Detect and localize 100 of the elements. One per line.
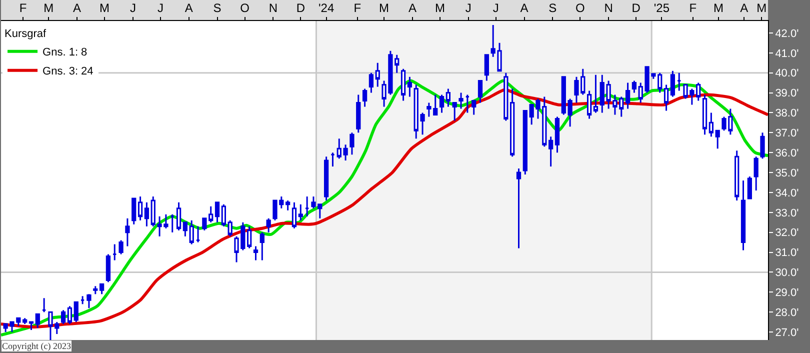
candlestick	[86, 293, 92, 309]
candlestick	[214, 202, 220, 224]
candlestick	[60, 309, 66, 325]
candlestick	[170, 214, 175, 234]
candlestick	[740, 180, 746, 252]
y-tick-label: 30.0'	[775, 267, 799, 280]
candlestick	[676, 72, 682, 92]
x-tick-label: J	[130, 1, 136, 16]
legend-label: Gns. 1: 8	[42, 46, 88, 59]
candlestick	[446, 88, 451, 108]
candlestick	[625, 82, 630, 110]
candlestick	[554, 116, 560, 154]
candlestick	[368, 72, 374, 94]
x-tick-label: N	[604, 1, 613, 16]
x-tick-label: O	[240, 1, 250, 16]
candlestick	[144, 202, 150, 228]
candlestick	[510, 88, 515, 158]
candlestick	[132, 198, 136, 226]
candlestick	[286, 200, 290, 212]
x-tick-label: A	[408, 1, 416, 16]
candlestick	[260, 232, 264, 261]
y-tick-label: 35.0'	[775, 167, 799, 180]
candlestick	[375, 62, 380, 88]
candlestick	[67, 305, 72, 325]
candlestick	[452, 102, 457, 122]
x-tick-label: '25	[654, 1, 670, 16]
candlestick	[548, 136, 554, 168]
x-tick-label: D	[296, 1, 306, 16]
candlestick	[182, 222, 188, 238]
candlestick	[586, 90, 592, 120]
candlestick	[304, 196, 310, 218]
candlestick	[747, 176, 752, 200]
candlestick	[593, 74, 598, 114]
candlestick	[80, 295, 85, 305]
candlestick	[106, 254, 111, 283]
x-tick-label: M	[756, 1, 767, 16]
x-tick-label: S	[548, 1, 557, 16]
y-tick-label: 32.0'	[775, 227, 799, 240]
x-tick-label: F	[689, 1, 697, 16]
legend-label: Gns. 3: 24	[42, 66, 94, 78]
y-tick-label: 38.0'	[775, 108, 799, 120]
candlestick	[702, 94, 708, 136]
x-tick-label: A	[184, 1, 193, 16]
candlestick	[400, 68, 406, 102]
candlestick	[330, 152, 336, 168]
y-tick-label: 40.0'	[775, 68, 799, 80]
candlestick	[35, 313, 40, 329]
candlestick	[292, 202, 297, 230]
y-tick-label: 31.0'	[775, 247, 799, 260]
candlestick	[350, 132, 354, 156]
x-tick-label: M	[100, 1, 110, 16]
x-tick-label: J	[157, 1, 164, 16]
candlestick	[407, 76, 412, 98]
candlestick	[522, 110, 528, 176]
text: Copyright (c) 2023	[2, 341, 72, 351]
y-tick-label: 42.0'	[775, 28, 799, 40]
candlestick	[22, 317, 28, 325]
candlestick	[478, 80, 483, 104]
candlestick	[708, 112, 714, 138]
x-tick-label: J	[492, 1, 499, 16]
candlestick	[266, 218, 271, 234]
x-tick-label: M	[379, 1, 390, 16]
x-tick-label: M	[44, 1, 54, 16]
candlestick	[253, 246, 258, 261]
candlestick	[362, 88, 368, 108]
y-tick-label: 39.0'	[775, 88, 799, 100]
candlestick	[196, 226, 200, 244]
candlestick	[28, 321, 34, 331]
candlestick	[715, 130, 720, 150]
candlestick	[734, 150, 740, 202]
y-tick-label: 34.0'	[775, 187, 799, 200]
x-tick-label: A	[740, 1, 748, 16]
x-tick-label: F	[19, 1, 27, 16]
x-tick-label: A	[520, 1, 528, 16]
y-tick-label: 37.0'	[775, 128, 799, 140]
candlestick	[439, 94, 444, 114]
candlestick	[298, 204, 303, 222]
candlestick	[74, 301, 78, 323]
x-tick-label: M	[714, 1, 724, 16]
x-tick-label: S	[213, 1, 222, 16]
x-tick-label: M	[434, 1, 445, 16]
y-tick-label: 33.0'	[775, 207, 799, 220]
candlestick	[138, 196, 143, 222]
candlestick	[176, 202, 182, 232]
x-tick-label: F	[354, 1, 362, 16]
candlestick	[465, 94, 470, 114]
candlestick	[760, 132, 765, 160]
candlestick	[664, 84, 669, 112]
candlestick	[670, 70, 676, 98]
y-tick-label: 36.0'	[775, 147, 799, 160]
x-tick-label: O	[575, 1, 585, 16]
candlestick	[228, 220, 232, 238]
candlestick	[247, 226, 252, 250]
x-tick-label: '24	[318, 1, 334, 16]
candlestick	[632, 80, 637, 94]
candlestick	[112, 244, 117, 261]
y-tick-label: 41.0'	[775, 48, 799, 60]
candlestick	[472, 100, 476, 116]
candlestick	[458, 92, 464, 110]
candlestick	[99, 283, 104, 295]
